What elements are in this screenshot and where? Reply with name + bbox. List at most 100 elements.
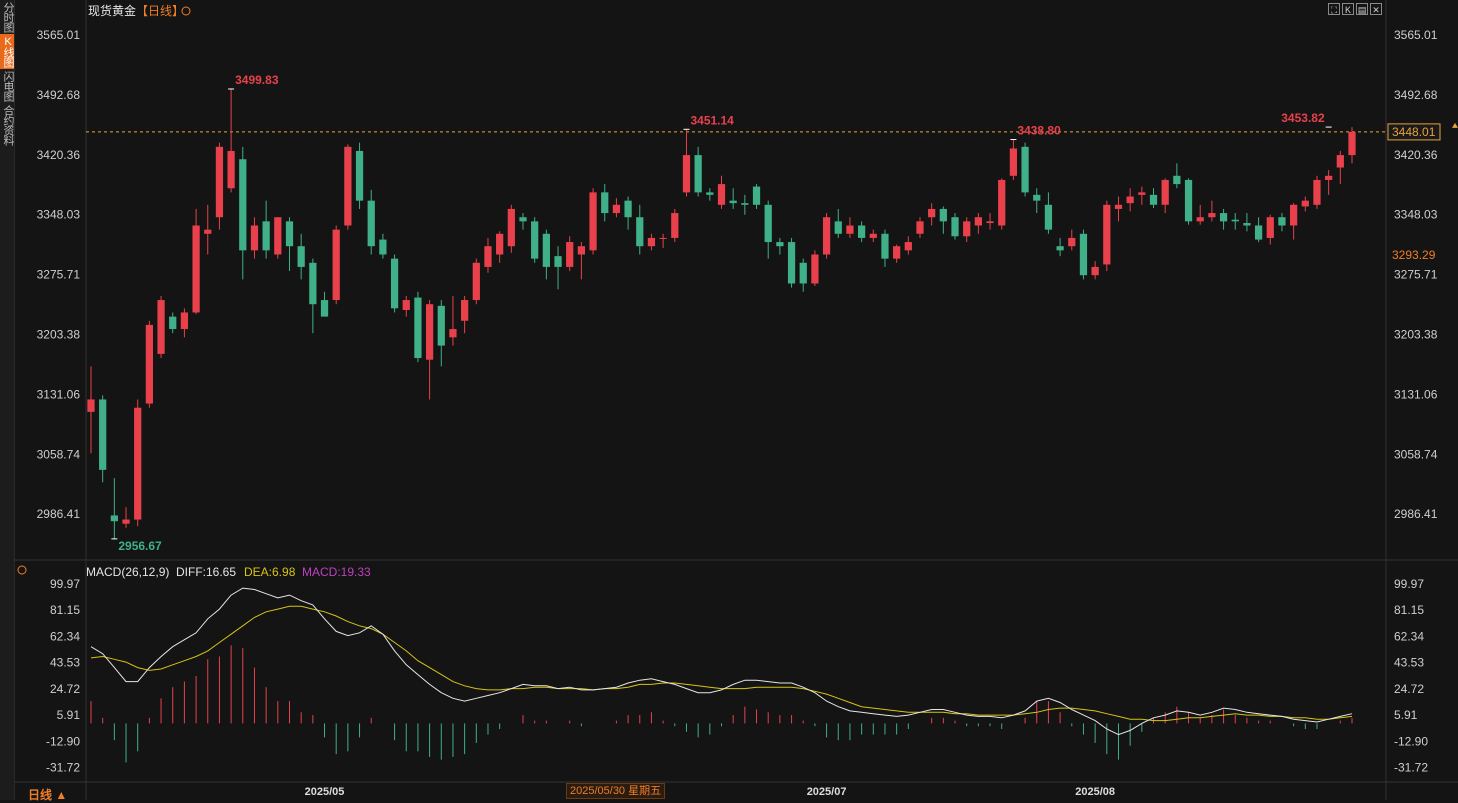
candle bbox=[122, 507, 130, 528]
candle bbox=[869, 229, 877, 243]
side-tab-1[interactable]: K线图 bbox=[0, 34, 14, 69]
candle bbox=[577, 242, 586, 280]
candle bbox=[624, 196, 632, 230]
macd-tick-left: -12.90 bbox=[46, 734, 80, 748]
candle bbox=[472, 258, 480, 305]
candle bbox=[764, 200, 772, 259]
price-tick-right: 2986.41 bbox=[1394, 507, 1438, 521]
side-tab-2[interactable]: 闪电图 bbox=[2, 71, 14, 101]
candle bbox=[1278, 213, 1286, 232]
candle bbox=[554, 246, 562, 290]
period-selector[interactable]: 日线 ▲ bbox=[28, 788, 68, 802]
candle bbox=[659, 233, 667, 248]
candle bbox=[1219, 208, 1228, 230]
high-label: 3438.80 bbox=[1017, 124, 1061, 138]
candle bbox=[496, 231, 504, 263]
macd-tick-left: -31.72 bbox=[46, 761, 80, 775]
date-label: 2025/07 bbox=[807, 786, 847, 798]
close-icon[interactable]: ✕ bbox=[1370, 3, 1382, 15]
candle bbox=[857, 221, 866, 243]
candle bbox=[904, 236, 912, 255]
candle bbox=[893, 244, 901, 263]
indicator-settings-icon[interactable] bbox=[17, 565, 27, 575]
macd-tick-left: 62.34 bbox=[50, 629, 80, 643]
candle bbox=[1126, 188, 1134, 212]
candle bbox=[402, 295, 410, 317]
candle bbox=[1091, 261, 1099, 280]
candle bbox=[1138, 186, 1146, 205]
price-tick-right: 3058.74 bbox=[1394, 447, 1438, 461]
candle bbox=[344, 144, 352, 230]
side-tab-3[interactable]: 合约资料 bbox=[2, 105, 14, 145]
price-tick-right: 3203.38 bbox=[1394, 328, 1438, 342]
macd-tick-right: -12.90 bbox=[1394, 734, 1428, 748]
price-tick-left: 3348.03 bbox=[37, 208, 81, 222]
candle bbox=[1208, 200, 1216, 222]
candle bbox=[1103, 200, 1111, 272]
candle bbox=[1325, 170, 1333, 195]
candle bbox=[110, 478, 118, 539]
k-icon[interactable]: K bbox=[1342, 3, 1354, 15]
candle bbox=[507, 204, 515, 253]
candle bbox=[1056, 237, 1064, 257]
candle bbox=[682, 129, 691, 197]
diff-line bbox=[90, 587, 1353, 736]
candle bbox=[1266, 214, 1274, 245]
chart-toolbar: ⛶ K ▤ ✕ bbox=[1328, 3, 1382, 15]
macd-tick-left: 99.97 bbox=[50, 577, 80, 591]
candle bbox=[262, 200, 270, 259]
candle bbox=[297, 233, 305, 280]
candle bbox=[414, 291, 422, 363]
macd-dea-label: DEA:6.98 bbox=[244, 565, 296, 579]
candle bbox=[1196, 204, 1204, 225]
date-label: 2025/08 bbox=[1075, 786, 1115, 798]
candle bbox=[1173, 163, 1181, 189]
high-label: 3453.82 bbox=[1281, 111, 1325, 125]
price-tick-right: 3492.68 bbox=[1394, 88, 1438, 102]
candle bbox=[998, 178, 1006, 230]
candle bbox=[729, 188, 737, 209]
price-tick-right: 3420.36 bbox=[1394, 148, 1438, 162]
candle bbox=[963, 217, 971, 243]
candle bbox=[87, 366, 95, 454]
layout-icon[interactable]: ▤ bbox=[1356, 3, 1368, 15]
candle bbox=[787, 237, 796, 288]
candle bbox=[1044, 192, 1053, 234]
candle bbox=[239, 146, 247, 280]
candle bbox=[1114, 196, 1123, 222]
candle bbox=[1033, 188, 1041, 214]
add-indicator-icon[interactable] bbox=[181, 6, 191, 16]
candle bbox=[986, 213, 994, 230]
candle bbox=[752, 184, 761, 209]
side-tab-0[interactable]: 分时图 bbox=[2, 2, 14, 32]
candle bbox=[449, 295, 457, 346]
candle bbox=[974, 213, 982, 234]
candle bbox=[461, 295, 469, 334]
price-tick-right: 3275.71 bbox=[1394, 268, 1438, 282]
candle bbox=[169, 312, 177, 334]
candle bbox=[1068, 229, 1076, 251]
low-label: 2956.67 bbox=[118, 539, 162, 553]
candle bbox=[1290, 203, 1298, 240]
candle bbox=[134, 399, 142, 527]
candle bbox=[250, 217, 259, 259]
dea-line bbox=[90, 605, 1353, 722]
macd-tick-right: -31.72 bbox=[1394, 761, 1428, 775]
macd-tick-right: 81.15 bbox=[1394, 603, 1424, 617]
candle bbox=[531, 217, 539, 263]
candle bbox=[355, 142, 364, 209]
candle bbox=[1184, 178, 1193, 225]
candle bbox=[1079, 229, 1088, 280]
candle bbox=[951, 213, 959, 240]
price-tick-right: 3348.03 bbox=[1394, 208, 1438, 222]
instrument-name: 现货黄金 bbox=[88, 3, 136, 18]
candle bbox=[390, 254, 399, 313]
candle bbox=[309, 258, 317, 334]
side-tab-bar: 分时图 K线图闪电图合约资料 bbox=[0, 0, 15, 800]
macd-tick-left: 43.53 bbox=[50, 656, 80, 670]
fullscreen-icon[interactable]: ⛶ bbox=[1328, 3, 1340, 15]
price-tick-left: 3565.01 bbox=[37, 28, 81, 42]
candle bbox=[636, 204, 644, 255]
candle bbox=[881, 229, 889, 267]
candle bbox=[1301, 196, 1309, 212]
